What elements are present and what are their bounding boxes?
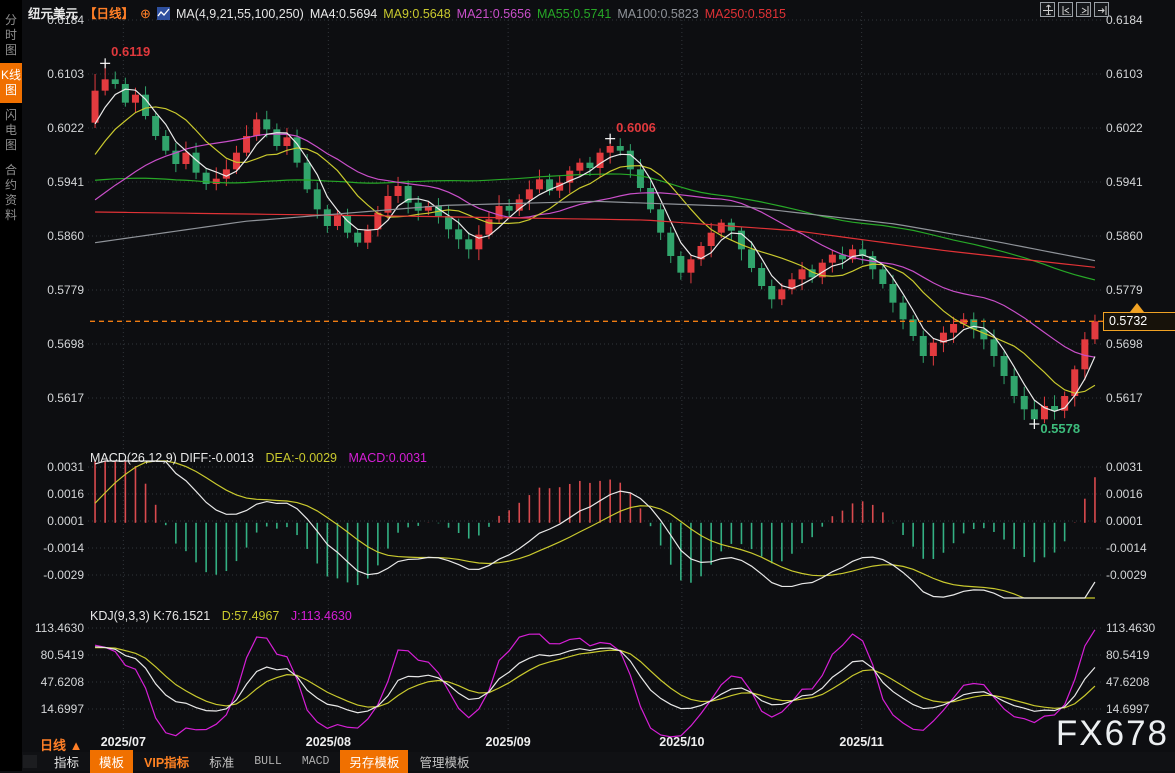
price-tick-left: 0.6022 [47, 121, 84, 135]
price-tick-right: 80.5419 [1106, 648, 1150, 662]
price-tick-right: 0.6022 [1106, 121, 1143, 135]
time-axis-label: 2025/10 [659, 735, 705, 749]
macd-header: MACD(26,12,9) DIFF:-0.0013 DEA:-0.0029 M… [90, 451, 435, 465]
price-tick-right: 0.5860 [1106, 229, 1143, 243]
scale-left-icon[interactable] [1058, 2, 1073, 17]
price-tick-left: 0.0016 [47, 487, 84, 501]
price-tick-left: -0.0014 [43, 541, 84, 555]
tab-vip-indicators[interactable]: VIP指标 [144, 756, 190, 770]
kdj-j-value: J:113.4630 [290, 609, 352, 623]
price-tick-left: 0.5698 [47, 337, 84, 351]
price-tick-left: -0.0029 [43, 568, 84, 582]
price-tick-right: 0.5617 [1106, 391, 1143, 405]
macd-bar-value: MACD:0.0031 [348, 451, 428, 465]
price-tick-left: 0.0001 [47, 514, 84, 528]
price-annotation: 0.5578 [1040, 421, 1081, 436]
ma-value-ma100: MA100:0.5823 [617, 7, 699, 21]
tab-save-template[interactable]: 另存模板 [340, 750, 409, 773]
circle-plus-icon[interactable]: ⊕ [140, 6, 151, 21]
mini-chart-icon[interactable] [156, 7, 170, 21]
period-label[interactable]: 【日线】 [84, 7, 135, 21]
ma-value-ma250: MA250:0.5815 [704, 7, 786, 21]
timeframe-selector[interactable]: 日线 ▲ [40, 738, 83, 753]
chart-header: 纽元美元 【日线】 ⊕ MA(4,9,21,55,100,250) MA4:0.5694… [28, 3, 798, 21]
price-tick-right: 14.6997 [1106, 702, 1150, 716]
price-tick-left: 0.5860 [47, 229, 84, 243]
tab-macd[interactable]: MACD [301, 755, 330, 768]
price-tick-right: 0.6184 [1106, 13, 1143, 27]
tab-templates[interactable]: 模板 [90, 750, 134, 773]
price-tick-right: 47.6208 [1106, 675, 1150, 689]
symbol-title: 纽元美元 [28, 7, 79, 21]
price-tick-left: 0.6184 [47, 13, 84, 27]
move-icon[interactable] [1040, 2, 1055, 17]
toolbar-handle[interactable] [23, 755, 37, 768]
time-axis-label: 2025/08 [305, 735, 351, 749]
chart-type-sidebar: 分时图 K线图闪电图合约资料 [0, 0, 22, 771]
price-tick-right: -0.0029 [1106, 568, 1147, 582]
time-axis-label: 2025/07 [100, 735, 146, 749]
price-annotation: 0.6119 [111, 44, 151, 60]
ma-value-ma21: MA21:0.5656 [456, 7, 532, 21]
price-tick-left: 47.6208 [40, 675, 84, 689]
kdj-k-value: KDJ(9,3,3) K:76.1521 [90, 609, 211, 623]
price-tick-right: 0.6103 [1106, 67, 1143, 81]
price-tick-right: 0.0016 [1106, 487, 1143, 501]
price-arrow-icon [1130, 303, 1144, 313]
kdj-header: KDJ(9,3,3) K:76.1521 D:57.4967 J:113.463… [90, 609, 360, 623]
sidebar-spacer [0, 0, 22, 8]
current-price-tag: 0.5732 [1103, 312, 1175, 332]
price-tick-right: -0.0014 [1106, 541, 1147, 555]
price-tick-left: 0.5617 [47, 391, 84, 405]
sidebar-item-timeline[interactable]: 分时图 [4, 13, 17, 57]
price-tick-left: 80.5419 [40, 648, 84, 662]
price-tick-left: 113.4630 [34, 621, 84, 635]
price-tick-right: 0.0001 [1106, 514, 1143, 528]
pan-right-icon[interactable] [1094, 2, 1109, 17]
watermark: FX678 [1055, 714, 1169, 753]
kdj-d-value: D:57.4967 [221, 609, 280, 623]
tab-bull[interactable]: BULL [254, 755, 282, 768]
ma-value-ma4: MA4:0.5694 [309, 7, 378, 21]
time-axis-label: 2025/11 [839, 735, 884, 749]
sidebar-item-kline[interactable]: K线图 [0, 63, 22, 103]
price-tick-left: 0.0031 [47, 460, 84, 474]
price-tick-right: 0.0031 [1106, 460, 1143, 474]
time-axis-label: 2025/09 [485, 735, 531, 749]
price-tick-right: 0.5941 [1106, 175, 1143, 189]
sidebar-item-lightning[interactable]: 闪电图 [4, 108, 17, 152]
scale-right-icon[interactable] [1076, 2, 1091, 17]
ma-params-label: MA(4,9,21,55,100,250) [175, 7, 304, 21]
sidebar-item-contract-info[interactable]: 合约资料 [4, 163, 17, 222]
price-tick-left: 0.6103 [47, 67, 84, 81]
ma-values: MA4:0.5694 MA9:0.5648 MA21:0.5656 MA55:0.57… [310, 7, 792, 21]
ma-value-ma9: MA9:0.5648 [383, 7, 451, 21]
price-tick-right: 113.4630 [1106, 621, 1156, 635]
time-axis-row: 日线 ▲ 2025/07 2025/08 2025/09 2025/10 2025/11 [22, 734, 1175, 753]
price-tick-left: 0.5941 [47, 175, 84, 189]
macd-diff-value: MACD(26,12,9) DIFF:-0.0013 [90, 451, 254, 465]
indicator-toolbar: 指标 模板 VIP指标 标准 BULL MACD 另存模板 管理模板 [22, 750, 1175, 773]
tab-manage-templates[interactable]: 管理模板 [419, 756, 470, 770]
price-tick-right: 0.5698 [1106, 337, 1143, 351]
macd-dea-value: DEA:-0.0029 [265, 451, 338, 465]
tab-indicators[interactable]: 指标 [54, 756, 80, 770]
price-tick-right: 0.5779 [1106, 283, 1143, 297]
ma-value-ma55: MA55:0.5741 [537, 7, 612, 21]
tab-standard[interactable]: 标准 [209, 756, 235, 770]
price-tick-left: 0.5779 [47, 283, 84, 297]
window-controls [1040, 2, 1109, 17]
price-annotation: 0.6006 [616, 119, 656, 135]
price-tick-left: 14.6997 [40, 702, 84, 716]
